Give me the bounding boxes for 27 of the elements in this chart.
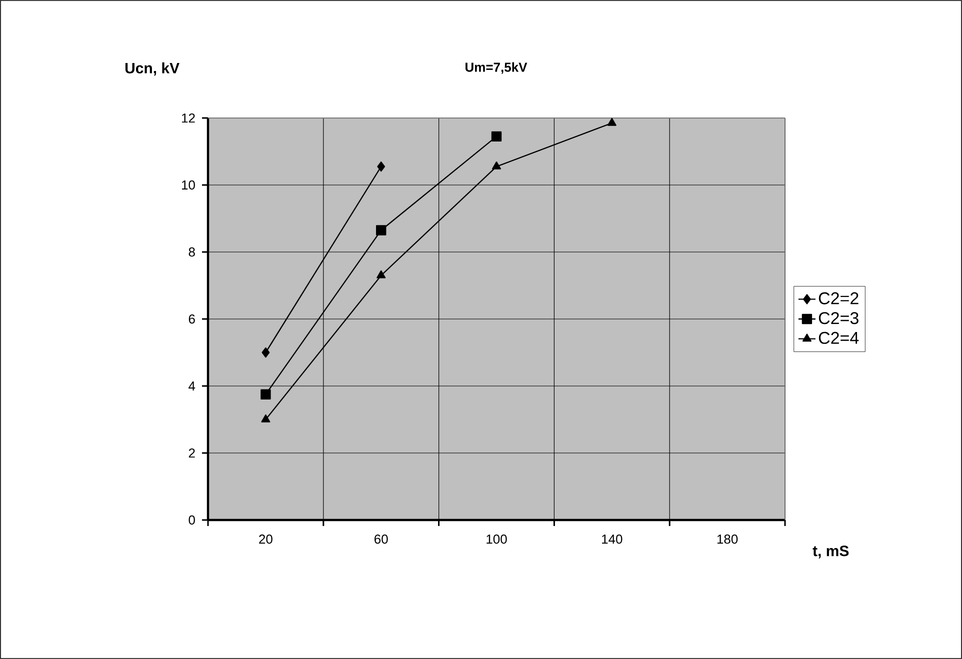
y-tick-label: 2 [188,448,195,458]
point [376,225,386,236]
chart-title: Um=7,5kV [466,62,528,74]
point [377,161,386,172]
point [262,347,270,358]
legend-label: C2=2 [818,292,858,304]
point [260,389,271,400]
point [261,414,270,422]
y-tick-label: 12 [182,113,195,123]
legend-label: C2=4 [818,332,859,344]
y-tick-label: 8 [188,247,195,257]
x-tick-label: 60 [374,534,388,544]
y-tick-label: 4 [188,382,196,390]
point [376,270,386,278]
point [607,118,616,126]
x-tick-label: 20 [259,534,272,544]
y-tick-label: 10 [182,180,195,190]
point [492,161,501,170]
y-tick-label: 6 [188,314,195,324]
y-axis-title: Ucn, kV [125,62,180,76]
legend-label: C2=3 [818,312,858,324]
x-tick-label: 140 [602,534,622,544]
point [491,131,502,142]
x-axis-title: t, mS [812,546,849,558]
x-tick-label: 100 [486,534,507,544]
x-tick-label: 180 [717,534,738,544]
y-tick-label: 0 [188,515,195,525]
